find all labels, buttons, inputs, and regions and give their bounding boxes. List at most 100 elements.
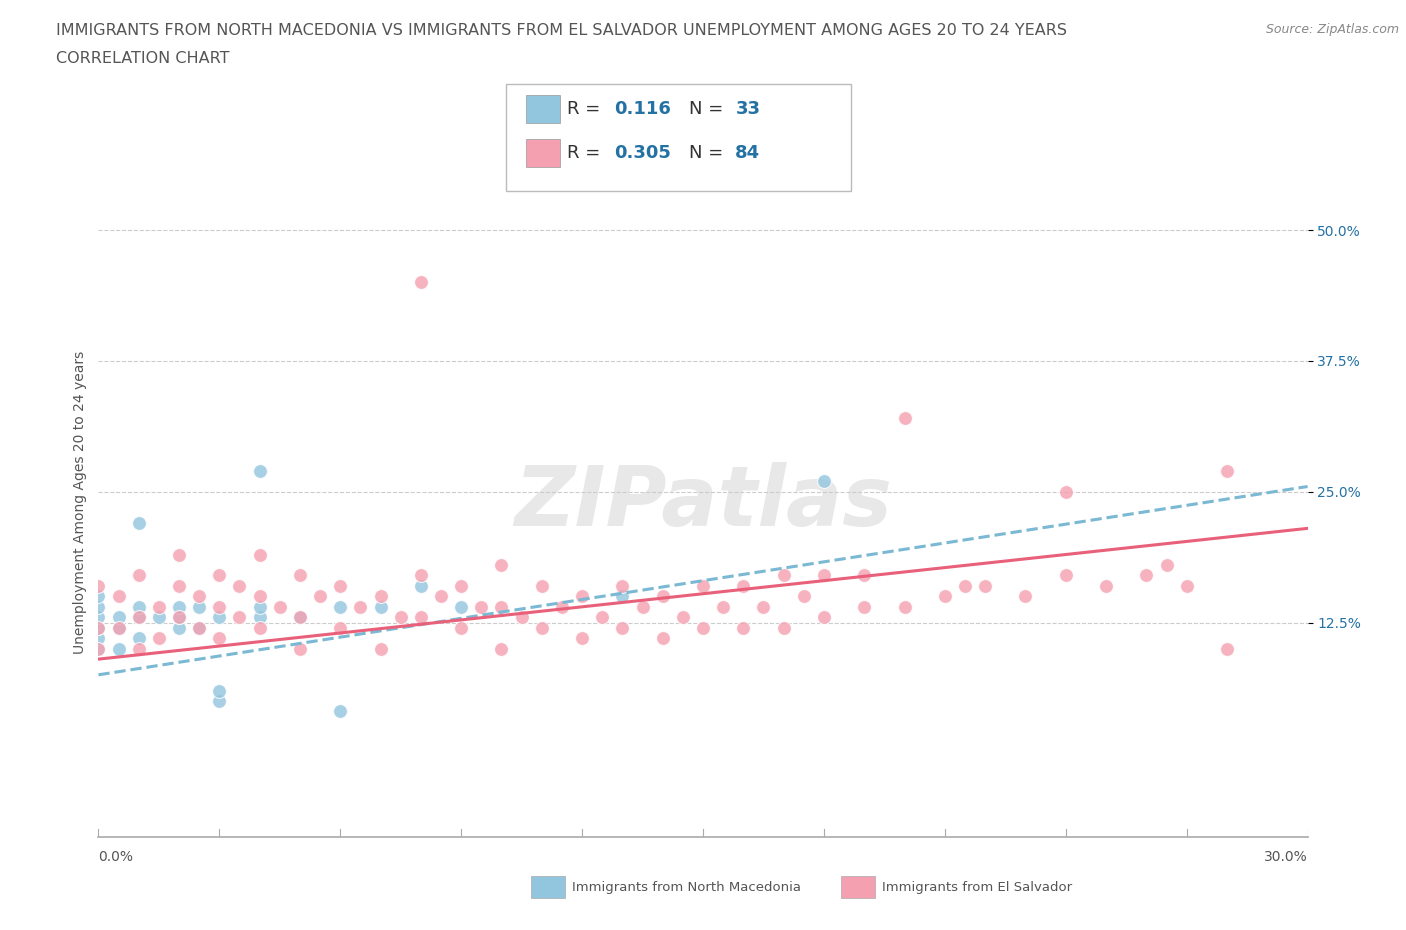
Point — [188, 600, 211, 615]
Point — [470, 600, 492, 615]
Text: Immigrants from El Salvador: Immigrants from El Salvador — [882, 881, 1071, 894]
Point — [87, 642, 110, 657]
Point — [813, 474, 835, 489]
Point — [107, 642, 129, 657]
Point — [409, 275, 432, 290]
Y-axis label: Unemployment Among Ages 20 to 24 years: Unemployment Among Ages 20 to 24 years — [73, 351, 87, 654]
Point — [571, 589, 593, 604]
Text: ZIPatlas: ZIPatlas — [515, 461, 891, 543]
Point — [107, 620, 129, 635]
Point — [107, 620, 129, 635]
Point — [87, 642, 110, 657]
Point — [288, 610, 311, 625]
Point — [188, 620, 211, 635]
Point — [491, 558, 513, 573]
Point — [208, 683, 231, 698]
Point — [188, 589, 211, 604]
Point — [934, 589, 956, 604]
Point — [208, 600, 231, 615]
Point — [631, 600, 654, 615]
Point — [612, 589, 634, 604]
Point — [228, 610, 250, 625]
Point — [551, 600, 574, 615]
Point — [974, 578, 997, 593]
Point — [651, 589, 673, 604]
Point — [370, 642, 392, 657]
Point — [329, 578, 352, 593]
Point — [167, 610, 190, 625]
Point — [510, 610, 533, 625]
Point — [893, 600, 915, 615]
Point — [752, 600, 775, 615]
Point — [491, 642, 513, 657]
Point — [651, 631, 673, 645]
Point — [733, 578, 755, 593]
Point — [733, 620, 755, 635]
Point — [530, 620, 553, 635]
Point — [329, 620, 352, 635]
Point — [450, 600, 472, 615]
Point — [1054, 568, 1077, 583]
Point — [167, 578, 190, 593]
Point — [1175, 578, 1198, 593]
Point — [128, 610, 150, 625]
Point — [269, 600, 291, 615]
Point — [430, 589, 453, 604]
Point — [87, 578, 110, 593]
Point — [128, 631, 150, 645]
Point — [288, 642, 311, 657]
Text: 0.305: 0.305 — [614, 144, 671, 163]
Text: 30.0%: 30.0% — [1264, 850, 1308, 864]
Point — [167, 600, 190, 615]
Point — [87, 631, 110, 645]
Point — [692, 578, 714, 593]
Point — [672, 610, 695, 625]
Point — [329, 600, 352, 615]
Text: CORRELATION CHART: CORRELATION CHART — [56, 51, 229, 66]
Point — [813, 568, 835, 583]
Point — [450, 620, 472, 635]
Point — [1135, 568, 1157, 583]
Point — [1014, 589, 1036, 604]
Point — [128, 568, 150, 583]
Point — [491, 600, 513, 615]
Point — [591, 610, 613, 625]
Point — [953, 578, 976, 593]
Point — [208, 568, 231, 583]
Point — [87, 589, 110, 604]
Point — [853, 600, 876, 615]
Point — [249, 463, 271, 478]
Point — [128, 642, 150, 657]
Point — [167, 620, 190, 635]
Point — [128, 610, 150, 625]
Text: 0.0%: 0.0% — [98, 850, 134, 864]
Point — [772, 620, 794, 635]
Point — [148, 631, 170, 645]
Text: Source: ZipAtlas.com: Source: ZipAtlas.com — [1265, 23, 1399, 36]
Point — [1216, 463, 1239, 478]
Point — [772, 568, 794, 583]
Point — [893, 411, 915, 426]
Point — [711, 600, 734, 615]
Point — [208, 694, 231, 709]
Point — [1156, 558, 1178, 573]
Point — [167, 610, 190, 625]
Text: 84: 84 — [735, 144, 761, 163]
Point — [288, 568, 311, 583]
Text: N =: N = — [689, 100, 728, 118]
Point — [128, 516, 150, 531]
Point — [692, 620, 714, 635]
Point — [409, 578, 432, 593]
Point — [148, 600, 170, 615]
Point — [249, 610, 271, 625]
Point — [309, 589, 332, 604]
Point — [188, 620, 211, 635]
Point — [813, 610, 835, 625]
Point — [228, 578, 250, 593]
Point — [853, 568, 876, 583]
Point — [249, 600, 271, 615]
Point — [87, 620, 110, 635]
Point — [370, 589, 392, 604]
Point — [288, 610, 311, 625]
Point — [208, 631, 231, 645]
